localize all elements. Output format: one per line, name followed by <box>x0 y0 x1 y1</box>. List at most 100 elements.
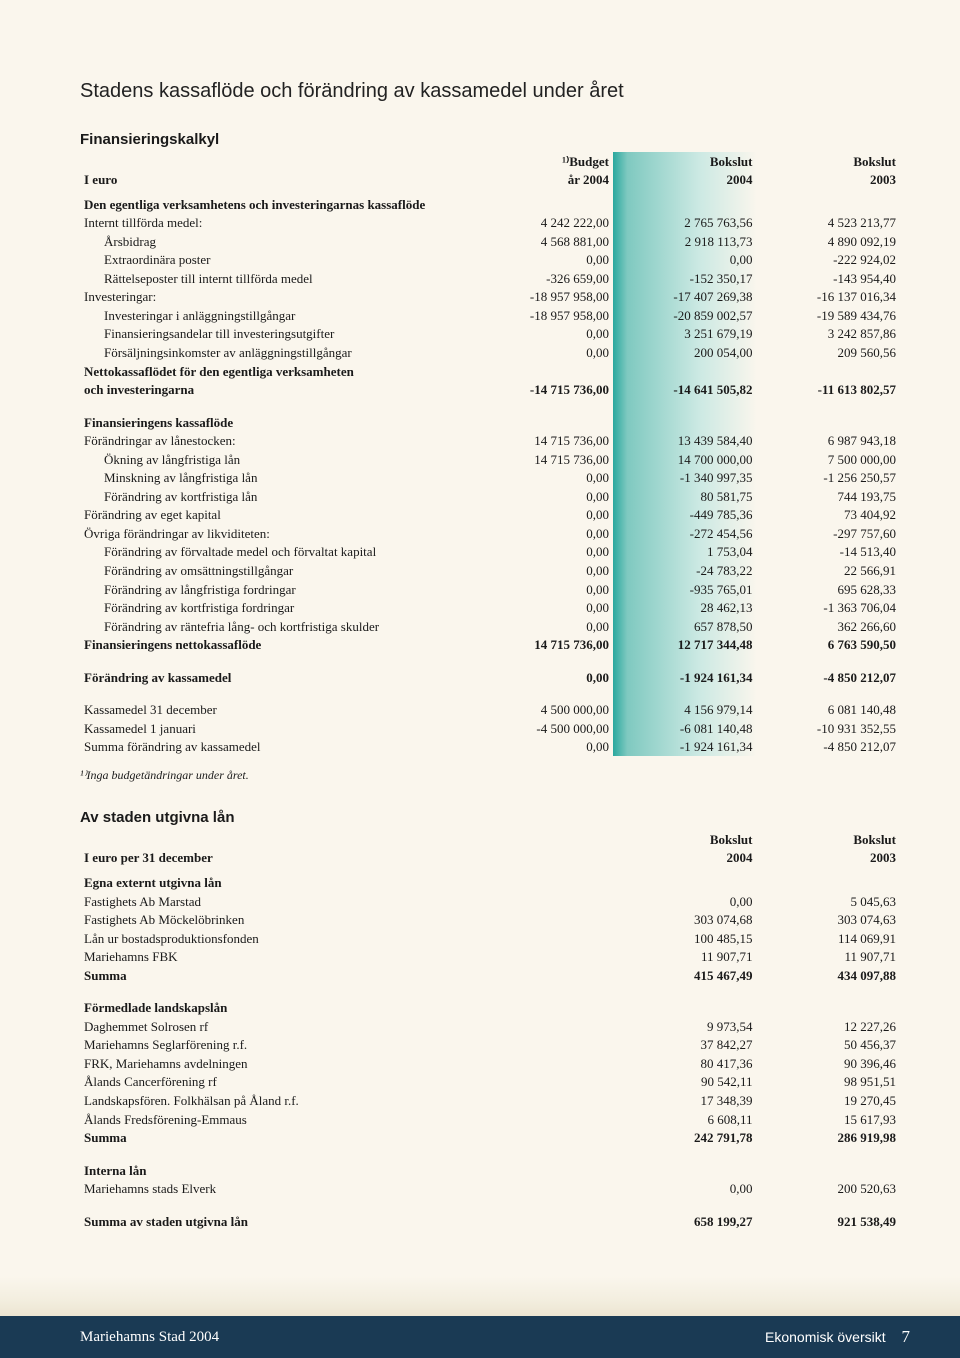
cell-budget: -18 957 958,00 <box>480 288 613 307</box>
row-label: Minskning av långfristiga lån <box>80 469 480 488</box>
row-label: Investeringar i anläggningstillgångar <box>80 306 480 325</box>
table-row: Summa förändring av kassamedel0,00-1 924… <box>80 738 900 757</box>
cell-budget: 0,00 <box>480 580 613 599</box>
table-row: Ålands Cancerförening rf90 542,1198 951,… <box>80 1073 900 1092</box>
cell-bokslut-2004: 200 054,00 <box>613 343 757 362</box>
table-row: Internt tillförda medel:4 242 222,002 76… <box>80 214 900 233</box>
cell-budget: 0,00 <box>480 617 613 636</box>
table-row: Kassamedel 31 december4 500 000,004 156 … <box>80 701 900 720</box>
col-b2004-header: Bokslut <box>613 830 757 849</box>
table-row <box>80 654 900 668</box>
cell-bokslut-2003: -14 513,40 <box>757 543 901 562</box>
page-number: 7 <box>902 1327 911 1346</box>
cell-budget: 14 715 736,00 <box>480 450 613 469</box>
row-label: Mariehamns FBK <box>80 948 480 967</box>
cell-bokslut-2003: 90 396,46 <box>757 1054 901 1073</box>
cell-budget: 0,00 <box>480 561 613 580</box>
row-label: Ökning av långfristiga lån <box>80 450 480 469</box>
row-label: FRK, Mariehamns avdelningen <box>80 1054 480 1073</box>
cell-budget: 14 715 736,00 <box>480 636 613 655</box>
cell-bokslut-2003: 7 500 000,00 <box>757 450 901 469</box>
cell-budget <box>480 362 613 381</box>
cell-bokslut-2003: -222 924,02 <box>757 251 901 270</box>
cell-bokslut-2003 <box>757 1161 901 1180</box>
table-row: FRK, Mariehamns avdelningen80 417,3690 3… <box>80 1054 900 1073</box>
cell-bokslut-2003: 19 270,45 <box>757 1092 901 1111</box>
cell-bokslut-2004: -272 454,56 <box>613 524 757 543</box>
row-label: Summa av staden utgivna lån <box>80 1212 480 1231</box>
col-y2004-header: 2004 <box>613 849 757 868</box>
row-label: Daghemmet Solrosen rf <box>80 1017 480 1036</box>
row-label: Förändring av eget kapital <box>80 506 480 525</box>
table-row: Daghemmet Solrosen rf9 973,5412 227,26 <box>80 1017 900 1036</box>
table-row: Årsbidrag4 568 881,002 918 113,734 890 0… <box>80 232 900 251</box>
cell-bokslut-2004: -6 081 140,48 <box>613 719 757 738</box>
col-bokslut2004-header: Bokslut <box>613 152 757 171</box>
cell-budget: 0,00 <box>480 325 613 344</box>
cell-bokslut-2004: 11 907,71 <box>613 948 757 967</box>
row-label: Egna externt utgivna lån <box>80 874 480 893</box>
row-label: Förändring av kortfristiga fordringar <box>80 599 480 618</box>
row-label: Summa <box>80 966 480 985</box>
cell-bokslut-2003 <box>757 999 901 1018</box>
page-footer: Mariehamns Stad 2004 Ekonomisk översikt … <box>0 1316 960 1358</box>
table-row: Förändring av långfristiga fordringar0,0… <box>80 580 900 599</box>
row-label: Kassamedel 31 december <box>80 701 480 720</box>
cell-budget: 0,00 <box>480 668 613 687</box>
cell-bokslut-2004: 3 251 679,19 <box>613 325 757 344</box>
cell-bokslut-2004: 303 074,68 <box>613 911 757 930</box>
row-label: Mariehamns stads Elverk <box>80 1180 480 1199</box>
table-row: Mariehamns stads Elverk0,00200 520,63 <box>80 1180 900 1199</box>
cell-bokslut-2003: 6 081 140,48 <box>757 701 901 720</box>
cell-budget: 0,00 <box>480 543 613 562</box>
footnote: ¹⁾Inga budgetändringar under året. <box>80 768 900 783</box>
table-row: Mariehamns Seglarförening r.f.37 842,275… <box>80 1036 900 1055</box>
cell-bokslut-2004: 657 878,50 <box>613 617 757 636</box>
cell-bokslut-2003: -4 850 212,07 <box>757 668 901 687</box>
row-label: Fastighets Ab Möckelöbrinken <box>80 911 480 930</box>
table-header-row: ¹⁾Budget Bokslut Bokslut <box>80 152 900 171</box>
page-title: Stadens kassaflöde och förändring av kas… <box>80 80 900 103</box>
table-row: Interna lån <box>80 1161 900 1180</box>
cell-budget: 0,00 <box>480 343 613 362</box>
cell-bokslut-2003: 744 193,75 <box>757 487 901 506</box>
row-label: Fastighets Ab Marstad <box>80 892 480 911</box>
table-row: Förändring av eget kapital0,00-449 785,3… <box>80 506 900 525</box>
cell-bokslut-2004: 90 542,11 <box>613 1073 757 1092</box>
cell-bokslut-2003: 6 763 590,50 <box>757 636 901 655</box>
row-label: Interna lån <box>80 1161 480 1180</box>
cell-budget: -4 500 000,00 <box>480 719 613 738</box>
cell-bokslut-2003: 4 523 213,77 <box>757 214 901 233</box>
row-label: Finansieringens nettokassaflöde <box>80 636 480 655</box>
cell-bokslut-2004 <box>613 413 757 432</box>
cell-budget: -326 659,00 <box>480 269 613 288</box>
table-row: Fastighets Ab Möckelöbrinken303 074,6830… <box>80 911 900 930</box>
cell-budget: 4 500 000,00 <box>480 701 613 720</box>
table-row: Förändring av räntefria lång- och kortfr… <box>80 617 900 636</box>
cell-bokslut-2003: -1 256 250,57 <box>757 469 901 488</box>
row-label: Försäljningsinkomster av anläggningstill… <box>80 343 480 362</box>
table-row: Nettokassaflödet för den egentliga verks… <box>80 362 900 381</box>
footer-left: Mariehamns Stad 2004 <box>80 1329 219 1346</box>
table-row <box>80 687 900 701</box>
row-label: Rättelseposter till internt tillförda me… <box>80 269 480 288</box>
row-label: Övriga förändringar av likviditeten: <box>80 524 480 543</box>
cell-bokslut-2004: 6 608,11 <box>613 1110 757 1129</box>
row-label: Mariehamns Seglarförening r.f. <box>80 1036 480 1055</box>
table-row: Förändring av kortfristiga lån0,0080 581… <box>80 487 900 506</box>
cell-bokslut-2004: 0,00 <box>613 1180 757 1199</box>
cell-bokslut-2004: 80 581,75 <box>613 487 757 506</box>
row-label: Förändring av långfristiga fordringar <box>80 580 480 599</box>
cell-budget: 0,00 <box>480 524 613 543</box>
cell-bokslut-2004 <box>613 362 757 381</box>
cell-bokslut-2004: 37 842,27 <box>613 1036 757 1055</box>
table-row: Extraordinära poster0,000,00-222 924,02 <box>80 251 900 270</box>
cell-bokslut-2003: 6 987 943,18 <box>757 432 901 451</box>
cell-bokslut-2003: 4 890 092,19 <box>757 232 901 251</box>
row-label: Investeringar: <box>80 288 480 307</box>
table-row: Landskapsfören. Folkhälsan på Åland r.f.… <box>80 1092 900 1111</box>
cell-bokslut-2003: -143 954,40 <box>757 269 901 288</box>
table-row <box>80 985 900 999</box>
table-row: Försäljningsinkomster av anläggningstill… <box>80 343 900 362</box>
table-row: Fastighets Ab Marstad0,005 045,63 <box>80 892 900 911</box>
